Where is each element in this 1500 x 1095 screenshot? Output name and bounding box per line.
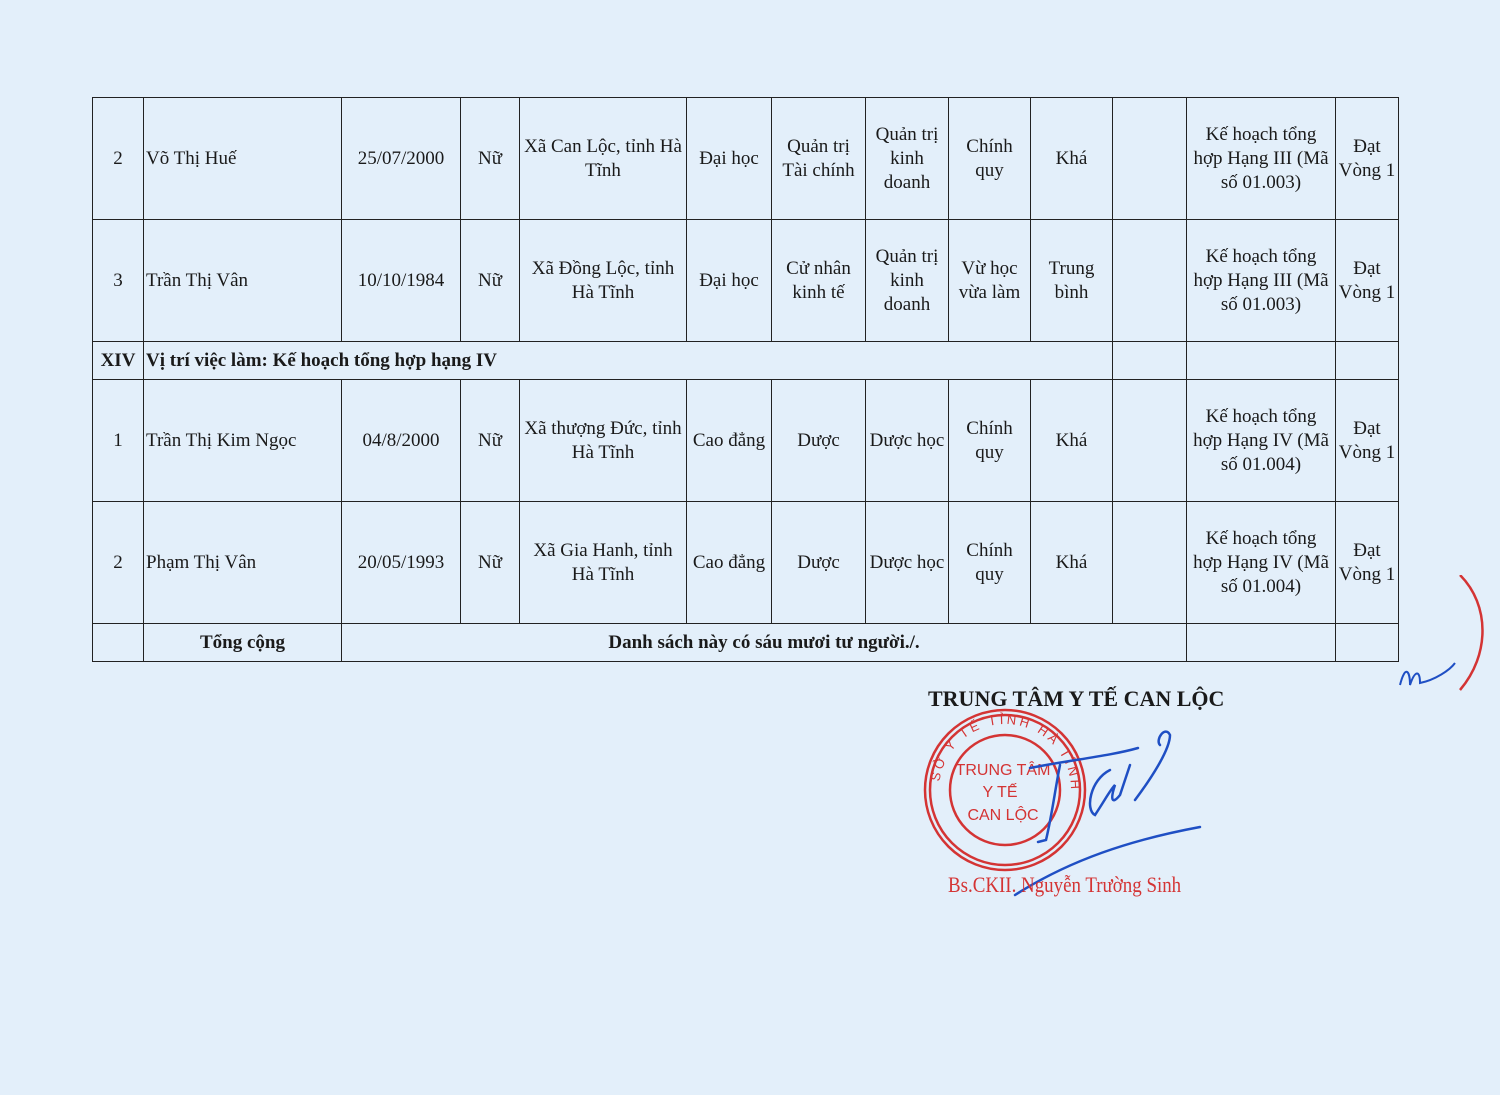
cell-note (1112, 219, 1187, 342)
section-number: XIV (92, 341, 144, 380)
cell-mode: Chính quy (948, 501, 1031, 624)
candidate-table: 2 Võ Thị Huế 25/07/2000 Nữ Xã Can Lộc, tỉnh … (92, 97, 1399, 662)
cell-empty (1186, 623, 1336, 662)
cell-address: Xã Gia Hanh, tỉnh Hà Tĩnh (519, 501, 687, 624)
handwritten-signature (1013, 730, 1202, 897)
cell-position: Kế hoạch tổng hợp Hạng III (Mã số 01.003… (1186, 97, 1336, 220)
cell-stt: 1 (92, 379, 144, 502)
page-initial-and-stamp-edge (1399, 575, 1484, 691)
cell-address: Xã Đồng Lộc, tỉnh Hà Tĩnh (519, 219, 687, 342)
cell-grade: Trung bình (1030, 219, 1113, 342)
cell-level: Đại học (686, 97, 772, 220)
signer-name: Bs.CKII. Nguyễn Trường Sinh (948, 872, 1182, 897)
cell-empty (1335, 623, 1399, 662)
cell-major: Dược (771, 379, 866, 502)
cell-mode: Chính quy (948, 97, 1031, 220)
official-stamp: SỞ Y TẾ TỈNH HÀ TĨNH TRUNG TÂM Y TẾ CAN … (923, 708, 1087, 872)
stamp-line: CAN LỘC (967, 805, 1038, 824)
cell-stt: 2 (92, 501, 144, 624)
table-row: 2 Võ Thị Huế 25/07/2000 Nữ Xã Can Lộc, tỉnh … (92, 97, 1399, 220)
cell-name: Trần Thị Vân (143, 219, 342, 342)
cell-grade: Khá (1030, 379, 1113, 502)
cell-field: Quản trị kinh doanh (865, 97, 949, 220)
table-row: 3 Trần Thị Vân 10/10/1984 Nữ Xã Đồng Lộc, tỉ… (92, 219, 1399, 342)
cell-empty (1112, 341, 1187, 380)
cell-level: Cao đẳng (686, 379, 772, 502)
cell-field: Dược học (865, 501, 949, 624)
cell-level: Đại học (686, 219, 772, 342)
cell-level: Cao đẳng (686, 501, 772, 624)
cell-result: Đạt Vòng 1 (1335, 219, 1399, 342)
cell-result: Đạt Vòng 1 (1335, 97, 1399, 220)
total-row: Tổng cộng Danh sách này có sáu mươi tư ng… (92, 623, 1399, 662)
organization-name: TRUNG TÂM Y TẾ CAN LỘC (928, 686, 1225, 711)
cell-note (1112, 97, 1187, 220)
cell-stt: 2 (92, 97, 144, 220)
cell-major: Cử nhân kinh tế (771, 219, 866, 342)
cell-position: Kế hoạch tổng hợp Hạng IV (Mã số 01.004) (1186, 379, 1336, 502)
cell-result: Đạt Vòng 1 (1335, 379, 1399, 502)
table-row: 1 Trần Thị Kim Ngọc 04/8/2000 Nữ Xã thượng Đ… (92, 379, 1399, 502)
cell-position: Kế hoạch tổng hợp Hạng IV (Mã số 01.004) (1186, 501, 1336, 624)
total-label: Tổng cộng (143, 623, 342, 662)
stamp-line: Y TẾ (983, 782, 1018, 801)
cell-dob: 10/10/1984 (341, 219, 461, 342)
cell-mode: Chính quy (948, 379, 1031, 502)
cell-grade: Khá (1030, 501, 1113, 624)
cell-address: Xã thượng Đức, tỉnh Hà Tĩnh (519, 379, 687, 502)
cell-name: Phạm Thị Vân (143, 501, 342, 624)
stamp-line: TRUNG TÂM (956, 760, 1051, 779)
cell-major: Quản trị Tài chính (771, 97, 866, 220)
cell-gender: Nữ (460, 501, 520, 624)
section-title: Vị trí việc làm: Kế hoạch tổng hợp hạng … (143, 341, 1113, 380)
cell-address: Xã Can Lộc, tỉnh Hà Tĩnh (519, 97, 687, 220)
cell-position: Kế hoạch tổng hợp Hạng III (Mã số 01.003… (1186, 219, 1336, 342)
table-row: 2 Phạm Thị Vân 20/05/1993 Nữ Xã Gia Hanh, tỉ… (92, 501, 1399, 624)
cell-gender: Nữ (460, 379, 520, 502)
cell-result: Đạt Vòng 1 (1335, 501, 1399, 624)
cell-dob: 20/05/1993 (341, 501, 461, 624)
cell-note (1112, 501, 1187, 624)
cell-empty (92, 623, 144, 662)
cell-name: Trần Thị Kim Ngọc (143, 379, 342, 502)
total-text: Danh sách này có sáu mươi tư người./. (341, 623, 1187, 662)
cell-mode: Vừ học vừa làm (948, 219, 1031, 342)
cell-dob: 04/8/2000 (341, 379, 461, 502)
cell-grade: Khá (1030, 97, 1113, 220)
section-row: XIV Vị trí việc làm: Kế hoạch tổng hợp hạ… (92, 341, 1399, 380)
cell-empty (1335, 341, 1399, 380)
cell-major: Dược (771, 501, 866, 624)
cell-note (1112, 379, 1187, 502)
cell-gender: Nữ (460, 219, 520, 342)
cell-field: Dược học (865, 379, 949, 502)
cell-dob: 25/07/2000 (341, 97, 461, 220)
cell-field: Quản trị kinh doanh (865, 219, 949, 342)
cell-empty (1186, 341, 1336, 380)
cell-gender: Nữ (460, 97, 520, 220)
cell-stt: 3 (92, 219, 144, 342)
cell-name: Võ Thị Huế (143, 97, 342, 220)
